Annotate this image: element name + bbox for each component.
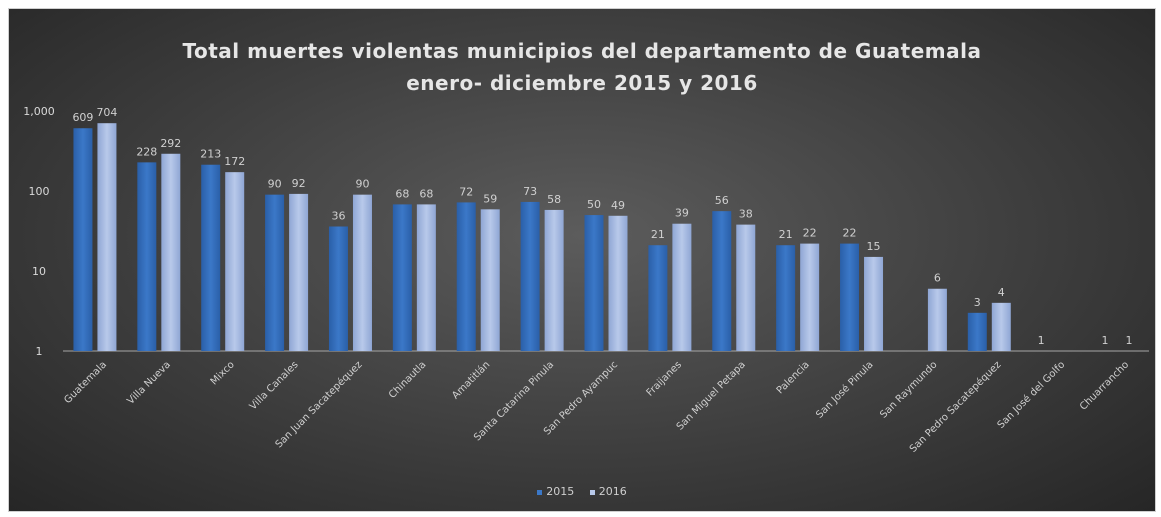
data-label-2015: 21 bbox=[779, 228, 793, 241]
legend-swatch-2016 bbox=[590, 490, 595, 495]
bar-2015 bbox=[968, 313, 987, 351]
category-label: Chinautla bbox=[387, 359, 429, 401]
bar-2016 bbox=[353, 195, 372, 351]
legend-label-2016: 2016 bbox=[599, 485, 627, 498]
legend-swatch-2015 bbox=[537, 490, 542, 495]
bar-2016 bbox=[161, 154, 180, 351]
bar-2015 bbox=[329, 226, 348, 351]
category-label: Villa Canales bbox=[248, 359, 301, 412]
data-label-2016: 6 bbox=[934, 272, 941, 285]
bar-2016 bbox=[928, 289, 947, 351]
bar-2016 bbox=[97, 123, 116, 351]
category-label: San José del Golfo bbox=[995, 359, 1067, 431]
data-label-2016: 39 bbox=[675, 207, 689, 220]
category-label: San Pedro Ayampuc bbox=[542, 359, 620, 437]
bar-2016 bbox=[289, 194, 308, 351]
data-label-2015: 72 bbox=[459, 185, 473, 198]
data-label-2016: 90 bbox=[355, 178, 369, 191]
legend: 2015 2016 bbox=[9, 485, 1155, 498]
bar-2015 bbox=[521, 202, 540, 351]
category-label: Guatemala bbox=[62, 359, 109, 406]
data-label-2016: 292 bbox=[160, 137, 181, 150]
data-label-2015: 228 bbox=[136, 145, 157, 158]
bar-2015 bbox=[840, 244, 859, 351]
chart-title: Total muertes violentas municipios del d… bbox=[9, 35, 1155, 99]
data-label-2015: 50 bbox=[587, 198, 601, 211]
bar-2016 bbox=[800, 244, 819, 351]
bar-2016 bbox=[481, 209, 500, 351]
category-label: San Miguel Petapa bbox=[675, 359, 748, 432]
bar-2015 bbox=[201, 165, 220, 351]
chart-title-line1: Total muertes violentas municipios del d… bbox=[9, 35, 1155, 67]
data-label-2015: 68 bbox=[395, 187, 409, 200]
data-label-2015: 1 bbox=[1102, 334, 1109, 347]
y-tick-label: 1 bbox=[36, 345, 43, 358]
data-label-2015: 3 bbox=[974, 296, 981, 309]
category-label: Amatitlán bbox=[450, 359, 493, 402]
data-label-2015: 56 bbox=[715, 194, 729, 207]
data-label-2016: 704 bbox=[96, 106, 117, 119]
bar-2015 bbox=[137, 162, 156, 351]
data-label-2015: 22 bbox=[843, 227, 857, 240]
bar-2016 bbox=[609, 216, 628, 351]
bar-2016 bbox=[672, 224, 691, 351]
data-label-2016: 4 bbox=[998, 286, 1005, 299]
data-label-2015: 90 bbox=[268, 178, 282, 191]
bar-2016 bbox=[992, 303, 1011, 351]
data-label-2015: 213 bbox=[200, 148, 221, 161]
bar-2015 bbox=[73, 128, 92, 351]
y-tick-label: 1,000 bbox=[23, 105, 55, 118]
bar-2015 bbox=[776, 245, 795, 351]
bar-2016 bbox=[736, 225, 755, 351]
data-label-2015: 73 bbox=[523, 185, 537, 198]
category-label: Villa Nueva bbox=[125, 359, 173, 407]
bar-2016 bbox=[417, 204, 436, 351]
data-label-2016: 172 bbox=[224, 155, 245, 168]
category-label: Mixco bbox=[209, 359, 237, 387]
category-label: Chuarrancho bbox=[1078, 359, 1131, 412]
data-label-2015: 609 bbox=[72, 111, 93, 124]
bar-2016 bbox=[545, 210, 564, 351]
data-label-2015: 21 bbox=[651, 228, 665, 241]
bar-2015 bbox=[585, 215, 604, 351]
data-label-2015: 36 bbox=[331, 209, 345, 222]
legend-label-2015: 2015 bbox=[546, 485, 574, 498]
data-label-2016: 58 bbox=[547, 193, 561, 206]
data-label-2016: 59 bbox=[483, 192, 497, 205]
bar-2015 bbox=[648, 245, 667, 351]
y-tick-label: 100 bbox=[29, 185, 50, 198]
bar-2016 bbox=[225, 172, 244, 351]
y-tick-label: 10 bbox=[32, 265, 46, 278]
data-label-2016: 1 bbox=[1126, 334, 1133, 347]
category-label: San Raymundo bbox=[878, 359, 939, 420]
category-label: Fraijanes bbox=[645, 359, 684, 398]
data-label-2016: 68 bbox=[419, 187, 433, 200]
data-label-2016: 49 bbox=[611, 199, 625, 212]
legend-item-2015: 2015 bbox=[537, 485, 574, 498]
category-label: San José Pinula bbox=[814, 359, 876, 421]
bar-2015 bbox=[712, 211, 731, 351]
chart-subtitle: enero- diciembre 2015 y 2016 bbox=[9, 67, 1155, 99]
bar-2015 bbox=[393, 204, 412, 351]
category-label: Palencia bbox=[775, 359, 812, 396]
data-label-2016: 92 bbox=[292, 177, 306, 190]
legend-item-2016: 2016 bbox=[590, 485, 627, 498]
bar-2016 bbox=[864, 257, 883, 351]
bar-2015 bbox=[265, 195, 284, 351]
data-label-2015: 1 bbox=[1038, 334, 1045, 347]
data-label-2016: 22 bbox=[803, 227, 817, 240]
chart-area: 1 10 100 1,000 609 704 Guatemala 228 292 Villa Nu… bbox=[8, 8, 1156, 512]
data-label-2016: 38 bbox=[739, 208, 753, 221]
bar-2015 bbox=[457, 202, 476, 351]
data-label-2016: 15 bbox=[867, 240, 881, 253]
